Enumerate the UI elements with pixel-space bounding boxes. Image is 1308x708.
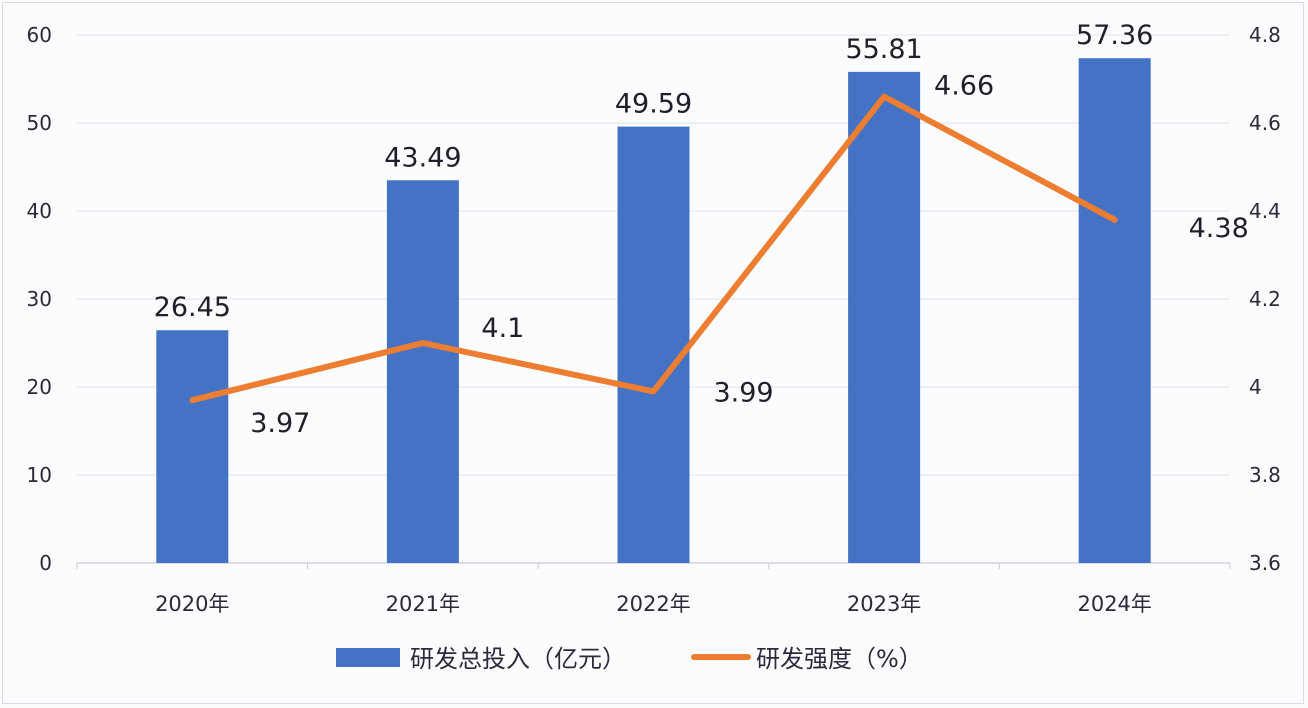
right-tick-label: 4 (1249, 375, 1262, 399)
right-tick-label: 4.2 (1249, 287, 1281, 311)
bar (617, 126, 690, 563)
line-data-label: 3.99 (713, 377, 773, 408)
line-data-label: 3.97 (250, 408, 310, 439)
x-tick-label: 2021年 (386, 592, 460, 616)
right-axis: 3.6 3.8 4 4.2 4.4 4.6 4.8 (1249, 23, 1281, 575)
left-tick-label: 60 (27, 23, 52, 47)
bar (386, 180, 459, 563)
legend: 研发总投入（亿元） 研发强度（%） (336, 645, 923, 673)
left-tick-label: 0 (39, 551, 52, 575)
bar-data-label: 57.36 (1076, 20, 1153, 51)
right-tick-label: 4.8 (1249, 23, 1281, 47)
line-data-label: 4.66 (934, 71, 994, 102)
x-tick-label: 2023年 (847, 592, 921, 616)
line-path (189, 93, 1118, 404)
bar-series: 26.45 43.49 49.59 55.81 57.36 (154, 20, 1153, 564)
legend-swatch-bar (336, 648, 400, 667)
bar (156, 330, 229, 563)
x-tick-label: 2024年 (1077, 592, 1151, 616)
legend-label-line: 研发强度（%） (756, 645, 923, 673)
line-series: 3.97 4.1 3.99 4.66 4.38 (189, 71, 1249, 439)
left-tick-label: 20 (27, 375, 52, 399)
line-data-label: 4.38 (1189, 213, 1249, 244)
left-tick-label: 40 (27, 199, 52, 223)
gridlines (76, 34, 1231, 569)
right-tick-label: 4.6 (1249, 111, 1281, 135)
x-tick-label: 2020年 (155, 592, 229, 616)
bar (848, 71, 921, 563)
line-data-label: 4.1 (481, 313, 524, 344)
bar-data-label: 55.81 (845, 34, 922, 65)
bar-data-label: 26.45 (154, 292, 231, 323)
left-axis: 0 10 20 30 40 50 60 (27, 23, 52, 575)
x-tick-label: 2022年 (616, 592, 690, 616)
right-tick-label: 3.6 (1249, 551, 1281, 575)
x-axis: 2020年 2021年 2022年 2023年 2024年 (155, 592, 1152, 616)
bar-data-label: 49.59 (615, 89, 692, 120)
legend-label-bar: 研发总投入（亿元） (410, 645, 626, 673)
right-tick-label: 4.4 (1249, 199, 1281, 223)
left-tick-label: 10 (27, 463, 52, 487)
right-tick-label: 3.8 (1249, 463, 1281, 487)
left-tick-label: 30 (27, 287, 52, 311)
left-tick-label: 50 (27, 111, 52, 135)
bar (1078, 58, 1151, 564)
bar-data-label: 43.49 (384, 142, 461, 173)
